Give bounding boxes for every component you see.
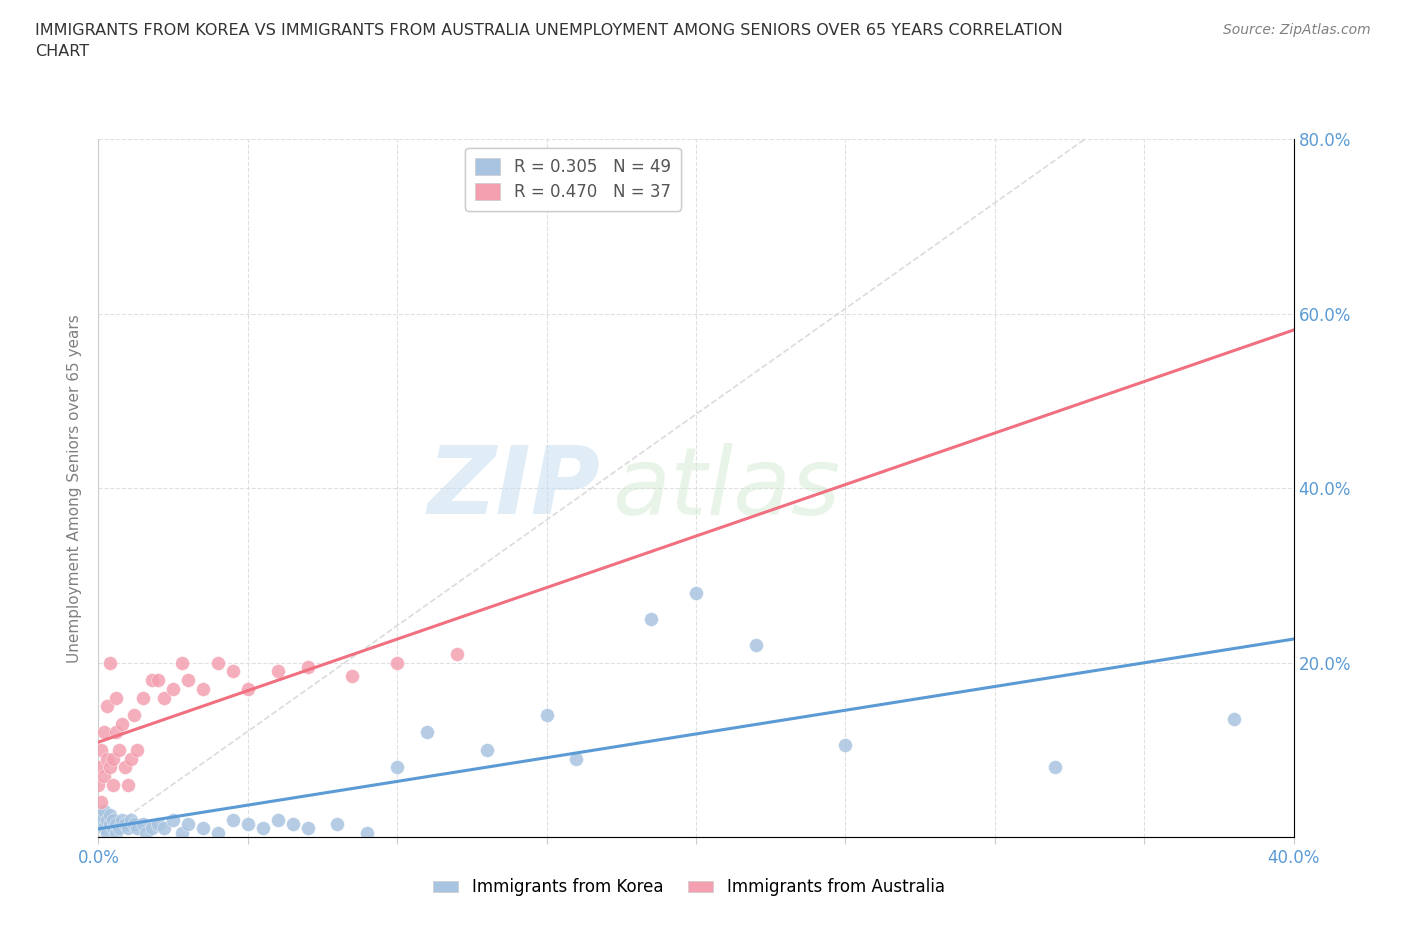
Point: [111, 716, 134, 731]
Point: [96, 698, 118, 713]
Point: [172, 656, 194, 671]
Point: [93, 725, 115, 740]
Point: [114, 817, 136, 831]
Point: [191, 821, 214, 836]
Point: [96, 825, 118, 840]
Point: [90, 808, 112, 823]
Point: [1223, 711, 1246, 726]
Point: [103, 777, 125, 792]
Point: [207, 825, 229, 840]
Text: Source: ZipAtlas.com: Source: ZipAtlas.com: [1223, 23, 1371, 37]
Point: [162, 682, 184, 697]
Point: [191, 682, 214, 697]
Point: [93, 804, 115, 818]
Point: [267, 812, 290, 827]
Point: [153, 821, 176, 836]
Point: [267, 664, 290, 679]
Point: [87, 760, 110, 775]
Point: [127, 821, 149, 836]
Point: [297, 659, 319, 674]
Point: [108, 742, 131, 757]
Point: [124, 708, 146, 723]
Point: [90, 794, 112, 809]
Point: [111, 812, 134, 827]
Point: [100, 656, 122, 671]
Point: [120, 751, 142, 766]
Point: [141, 672, 163, 687]
Point: [103, 821, 125, 836]
Point: [108, 821, 131, 836]
Point: [475, 742, 498, 757]
Point: [565, 751, 588, 766]
Point: [105, 817, 128, 831]
Point: [356, 825, 378, 840]
Point: [105, 725, 128, 740]
Point: [103, 812, 125, 827]
Point: [745, 638, 768, 653]
Point: [342, 669, 364, 684]
Point: [162, 812, 184, 827]
Point: [90, 742, 112, 757]
Point: [207, 656, 229, 671]
Point: [93, 768, 115, 783]
Point: [87, 777, 110, 792]
Point: [96, 751, 118, 766]
Point: [100, 808, 122, 823]
Point: [153, 690, 176, 705]
Point: [326, 817, 349, 831]
Point: [1043, 760, 1066, 775]
Point: [834, 738, 856, 753]
Point: [236, 817, 259, 831]
Point: [100, 760, 122, 775]
Point: [222, 812, 245, 827]
Point: [135, 825, 157, 840]
Point: [117, 777, 139, 792]
Point: [127, 742, 149, 757]
Point: [105, 825, 128, 840]
Legend: Immigrants from Korea, Immigrants from Australia: Immigrants from Korea, Immigrants from A…: [426, 871, 952, 903]
Point: [114, 760, 136, 775]
Point: [177, 672, 200, 687]
Point: [103, 751, 125, 766]
Point: [252, 821, 274, 836]
Point: [385, 760, 409, 775]
Point: [416, 725, 439, 740]
Point: [96, 812, 118, 827]
Text: atlas: atlas: [613, 443, 841, 534]
Legend: R = 0.305   N = 49, R = 0.470   N = 37: R = 0.305 N = 49, R = 0.470 N = 37: [465, 148, 681, 211]
Point: [124, 817, 146, 831]
Point: [132, 690, 155, 705]
Point: [640, 612, 662, 627]
Y-axis label: Unemployment Among Seniors over 65 years: Unemployment Among Seniors over 65 years: [67, 314, 83, 662]
Point: [120, 812, 142, 827]
Point: [148, 672, 170, 687]
Point: [148, 817, 170, 831]
Point: [177, 817, 200, 831]
Point: [281, 817, 304, 831]
Point: [446, 646, 468, 661]
Point: [141, 821, 163, 836]
Point: [172, 825, 194, 840]
Text: ZIP: ZIP: [427, 443, 600, 534]
Text: IMMIGRANTS FROM KOREA VS IMMIGRANTS FROM AUSTRALIA UNEMPLOYMENT AMONG SENIORS OV: IMMIGRANTS FROM KOREA VS IMMIGRANTS FROM…: [35, 23, 1063, 60]
Point: [117, 821, 139, 836]
Point: [385, 656, 409, 671]
Point: [100, 817, 122, 831]
Point: [93, 821, 115, 836]
Point: [536, 708, 558, 723]
Point: [132, 817, 155, 831]
Point: [685, 586, 707, 601]
Point: [236, 682, 259, 697]
Point: [90, 817, 112, 831]
Point: [87, 812, 110, 827]
Point: [297, 821, 319, 836]
Point: [222, 664, 245, 679]
Point: [105, 690, 128, 705]
